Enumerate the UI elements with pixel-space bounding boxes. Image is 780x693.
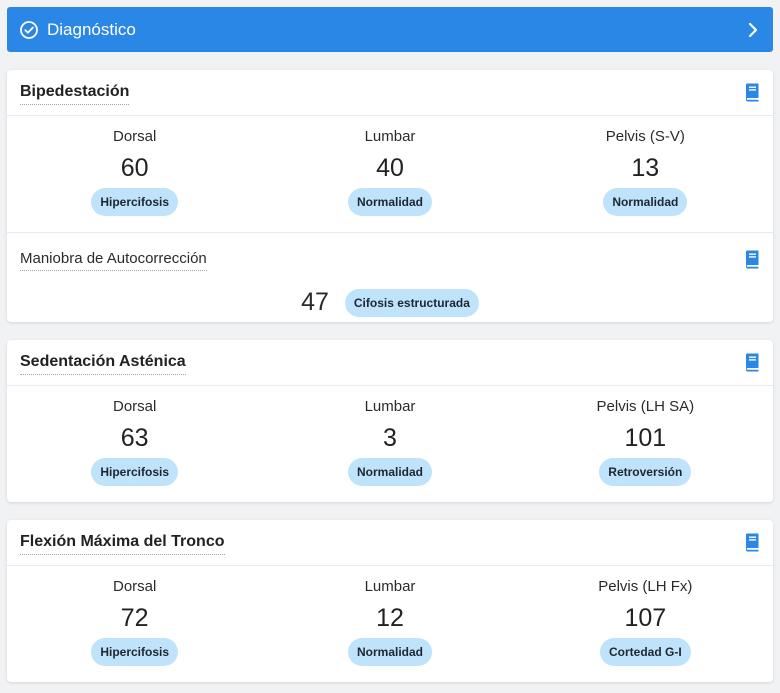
- maniobra-section: Maniobra de Autocorrección 47 Cifosis es…: [7, 232, 773, 322]
- status-badge: Cifosis estructurada: [344, 289, 479, 317]
- metric-pelvis: Pelvis (S-V) 13 Normalidad: [518, 116, 773, 232]
- book-icon[interactable]: [744, 250, 760, 269]
- metric-value: 12: [376, 604, 404, 632]
- status-badge: Hipercifosis: [91, 638, 179, 666]
- metric-label: Pelvis (LH SA): [596, 398, 695, 415]
- metric-label: Lumbar: [364, 398, 416, 415]
- metric-label: Pelvis (LH Fx): [598, 578, 693, 595]
- metric-value: 107: [624, 604, 667, 632]
- metric-pelvis: Pelvis (LH SA) 101 Retroversión: [518, 386, 773, 502]
- book-icon[interactable]: [744, 353, 760, 372]
- metric-pelvis: Pelvis (LH Fx) 107 Cortedad G-I: [518, 566, 773, 682]
- metric-dorsal: Dorsal 72 Hipercifosis: [7, 566, 262, 682]
- book-icon[interactable]: [744, 533, 760, 552]
- card-title: Bipedestación: [20, 83, 130, 105]
- metrics-row: Dorsal 72 Hipercifosis Lumbar 12 Normali…: [7, 566, 773, 682]
- metric-label: Dorsal: [112, 398, 157, 415]
- status-badge: Hipercifosis: [91, 188, 179, 216]
- metric-label: Dorsal: [112, 128, 157, 145]
- card-header: Flexión Máxima del Tronco: [7, 520, 773, 566]
- metric-label: Pelvis (S-V): [605, 128, 685, 145]
- status-badge: Retroversión: [599, 458, 692, 486]
- card-header: Sedentación Asténica: [7, 340, 773, 386]
- metric-lumbar: Lumbar 12 Normalidad: [262, 566, 517, 682]
- card-title: Sedentación Asténica: [20, 353, 186, 375]
- metric-value: 63: [120, 424, 149, 452]
- metrics-row: Dorsal 60 Hipercifosis Lumbar 40 Normali…: [7, 116, 773, 232]
- metric-dorsal: Dorsal 60 Hipercifosis: [7, 116, 262, 232]
- status-badge: Normalidad: [347, 188, 432, 216]
- header-title: Diagnóstico: [47, 19, 136, 39]
- metric-value: 101: [624, 424, 667, 452]
- book-icon[interactable]: [744, 83, 760, 102]
- metric-value: 72: [120, 604, 149, 632]
- sedentacion-card: Sedentación Asténica Dorsal 63 Hipercifo…: [7, 340, 773, 502]
- metric-value: 3: [383, 424, 397, 452]
- diagnostico-header[interactable]: Diagnóstico: [7, 7, 773, 52]
- status-badge: Cortedad G-I: [599, 638, 691, 666]
- metric-label: Lumbar: [364, 578, 416, 595]
- metric-lumbar: Lumbar 3 Normalidad: [262, 386, 517, 502]
- card-title: Flexión Máxima del Tronco: [20, 533, 225, 555]
- status-badge: Normalidad: [347, 458, 432, 486]
- maniobra-result: 47 Cifosis estructurada: [7, 287, 773, 317]
- status-badge: Hipercifosis: [91, 458, 179, 486]
- metric-value: 60: [120, 154, 149, 182]
- maniobra-value: 47: [301, 287, 329, 316]
- metric-dorsal: Dorsal 63 Hipercifosis: [7, 386, 262, 502]
- metric-label: Dorsal: [112, 578, 157, 595]
- metric-value: 13: [631, 154, 660, 182]
- maniobra-title: Maniobra de Autocorrección: [20, 250, 207, 271]
- card-header: Bipedestación: [7, 70, 773, 116]
- flexion-card: Flexión Máxima del Tronco Dorsal 72 Hipe…: [7, 520, 773, 682]
- metric-value: 40: [376, 154, 404, 182]
- metric-label: Lumbar: [364, 128, 416, 145]
- status-badge: Normalidad: [347, 638, 432, 666]
- bipedestacion-card: Bipedestación Dorsal 60 Hipercifosis Lum…: [7, 70, 773, 322]
- metric-lumbar: Lumbar 40 Normalidad: [262, 116, 517, 232]
- check-circle-icon: [20, 20, 38, 39]
- chevron-right-icon[interactable]: [745, 22, 761, 38]
- metrics-row: Dorsal 63 Hipercifosis Lumbar 3 Normalid…: [7, 386, 773, 502]
- status-badge: Normalidad: [603, 188, 688, 216]
